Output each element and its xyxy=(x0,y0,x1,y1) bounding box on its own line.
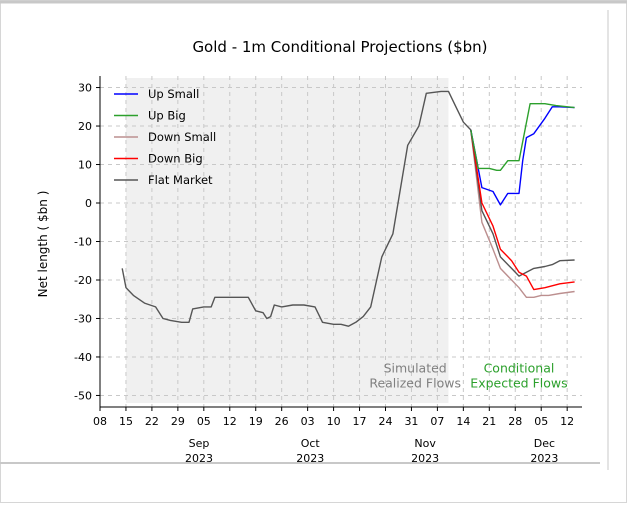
x-tick-label: 22 xyxy=(145,415,159,428)
legend-label: Up Big xyxy=(148,109,186,123)
x-tick-label: 17 xyxy=(353,415,367,428)
series-line-up-small xyxy=(470,106,575,206)
year-label: 2023 xyxy=(530,452,558,465)
x-tick-label: 08 xyxy=(93,415,107,428)
grid-lines xyxy=(99,76,582,407)
month-label: Dec xyxy=(534,437,555,450)
x-tick-label: 12 xyxy=(560,415,574,428)
x-tick-label: 28 xyxy=(508,415,522,428)
x-tick-label: 15 xyxy=(119,415,133,428)
x-tick-label: 05 xyxy=(197,415,211,428)
plot-area xyxy=(125,78,449,403)
legend-label: Flat Market xyxy=(148,173,213,187)
x-tick-label: 19 xyxy=(249,415,263,428)
y-axis-label: Net length ( $bn ) xyxy=(36,191,50,298)
legend: Up Small Up Big Down Small Down Big Flat Mar… xyxy=(114,87,216,187)
annotation-text: Conditional xyxy=(484,360,555,375)
x-tick-label: 03 xyxy=(301,415,315,428)
chart-title: Gold - 1m Conditional Projections ($bn) xyxy=(192,38,487,56)
x-tick-label: 12 xyxy=(223,415,237,428)
y-tick-label: 0 xyxy=(85,197,92,210)
series-line-down-big xyxy=(470,129,575,291)
legend-label: Up Small xyxy=(148,87,199,101)
x-tick-label: 07 xyxy=(430,415,444,428)
realized-region xyxy=(125,78,449,403)
x-tick-label: 21 xyxy=(482,415,496,428)
year-label: 2023 xyxy=(296,452,324,465)
annotation-text: Realized Flows xyxy=(369,375,461,390)
month-label: Oct xyxy=(301,437,321,450)
legend-label: Down Big xyxy=(148,152,203,166)
annotation-text: Simulated xyxy=(384,360,447,375)
x-tick-label: 10 xyxy=(327,415,341,428)
y-tick-label: -20 xyxy=(74,274,92,287)
x-tick-label: 14 xyxy=(456,415,470,428)
x-tick-label: 26 xyxy=(275,415,289,428)
x-tick-label: 24 xyxy=(378,415,392,428)
y-tick-label: -10 xyxy=(74,236,92,249)
year-label: 2023 xyxy=(185,452,213,465)
series-line-down-small xyxy=(470,129,575,298)
series-line-up-big xyxy=(470,102,575,172)
y-tick-label: -50 xyxy=(74,389,92,402)
annotation-text: Expected Flows xyxy=(470,375,567,390)
y-tick-label: -30 xyxy=(74,312,92,325)
x-tick-label: 29 xyxy=(171,415,185,428)
legend-label: Down Small xyxy=(148,130,216,144)
y-tick-label: 20 xyxy=(78,120,92,133)
y-tick-label: -40 xyxy=(74,351,92,364)
x-tick-label: 31 xyxy=(404,415,418,428)
y-tick-label: 30 xyxy=(78,82,92,95)
historical-line xyxy=(121,90,472,327)
year-label: 2023 xyxy=(411,452,439,465)
x-tick-label: 05 xyxy=(534,415,548,428)
series-lines xyxy=(121,90,575,327)
y-tick-label: 10 xyxy=(78,159,92,172)
month-label: Nov xyxy=(414,437,436,450)
month-label: Sep xyxy=(189,437,210,450)
